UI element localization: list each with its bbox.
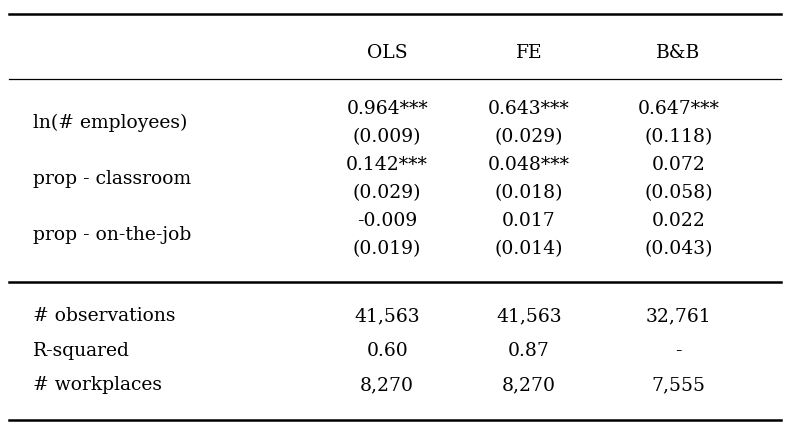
Text: (0.043): (0.043) — [644, 240, 713, 258]
Text: 0.964***: 0.964*** — [346, 100, 428, 118]
Text: B&B: B&B — [656, 44, 701, 62]
Text: 0.017: 0.017 — [502, 212, 555, 230]
Text: FE: FE — [516, 44, 542, 62]
Text: R-squared: R-squared — [33, 342, 130, 360]
Text: 0.643***: 0.643*** — [488, 100, 570, 118]
Text: (0.029): (0.029) — [495, 128, 563, 146]
Text: (0.029): (0.029) — [353, 184, 421, 202]
Text: 32,761: 32,761 — [645, 307, 711, 325]
Text: -0.009: -0.009 — [357, 212, 417, 230]
Text: 0.142***: 0.142*** — [346, 156, 428, 174]
Text: (0.018): (0.018) — [495, 184, 563, 202]
Text: prop - on-the-job: prop - on-the-job — [33, 226, 191, 244]
Text: 8,270: 8,270 — [502, 376, 556, 394]
Text: prop - classroom: prop - classroom — [33, 170, 191, 188]
Text: 41,563: 41,563 — [355, 307, 420, 325]
Text: 0.022: 0.022 — [652, 212, 705, 230]
Text: 0.60: 0.60 — [367, 342, 408, 360]
Text: 0.647***: 0.647*** — [638, 100, 720, 118]
Text: 7,555: 7,555 — [652, 376, 705, 394]
Text: (0.009): (0.009) — [353, 128, 421, 146]
Text: (0.019): (0.019) — [353, 240, 421, 258]
Text: (0.118): (0.118) — [644, 128, 713, 146]
Text: # observations: # observations — [33, 307, 175, 325]
Text: 8,270: 8,270 — [360, 376, 414, 394]
Text: OLS: OLS — [367, 44, 408, 62]
Text: 0.048***: 0.048*** — [488, 156, 570, 174]
Text: (0.014): (0.014) — [495, 240, 563, 258]
Text: -: - — [675, 342, 682, 360]
Text: 0.87: 0.87 — [508, 342, 550, 360]
Text: (0.058): (0.058) — [644, 184, 713, 202]
Text: 0.072: 0.072 — [652, 156, 705, 174]
Text: # workplaces: # workplaces — [33, 376, 162, 394]
Text: 41,563: 41,563 — [496, 307, 562, 325]
Text: ln(# employees): ln(# employees) — [33, 114, 187, 132]
